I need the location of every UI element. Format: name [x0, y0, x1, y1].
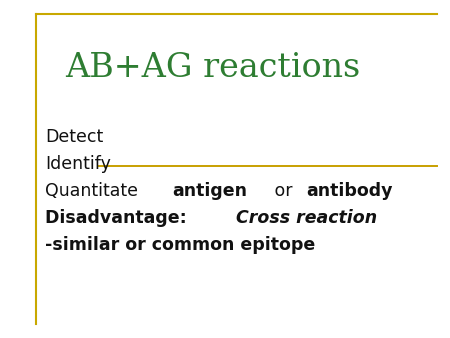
Text: Cross reaction: Cross reaction	[236, 209, 377, 227]
Text: or: or	[269, 182, 298, 200]
Text: Disadvantage:: Disadvantage:	[45, 209, 193, 227]
Text: Identify: Identify	[45, 155, 111, 173]
Text: antibody: antibody	[306, 182, 393, 200]
Text: -similar or common epitope: -similar or common epitope	[45, 236, 315, 254]
Text: Detect: Detect	[45, 128, 103, 146]
Text: antigen: antigen	[172, 182, 247, 200]
Text: Quantitate: Quantitate	[45, 182, 144, 200]
Text: AB+AG reactions: AB+AG reactions	[65, 52, 360, 83]
